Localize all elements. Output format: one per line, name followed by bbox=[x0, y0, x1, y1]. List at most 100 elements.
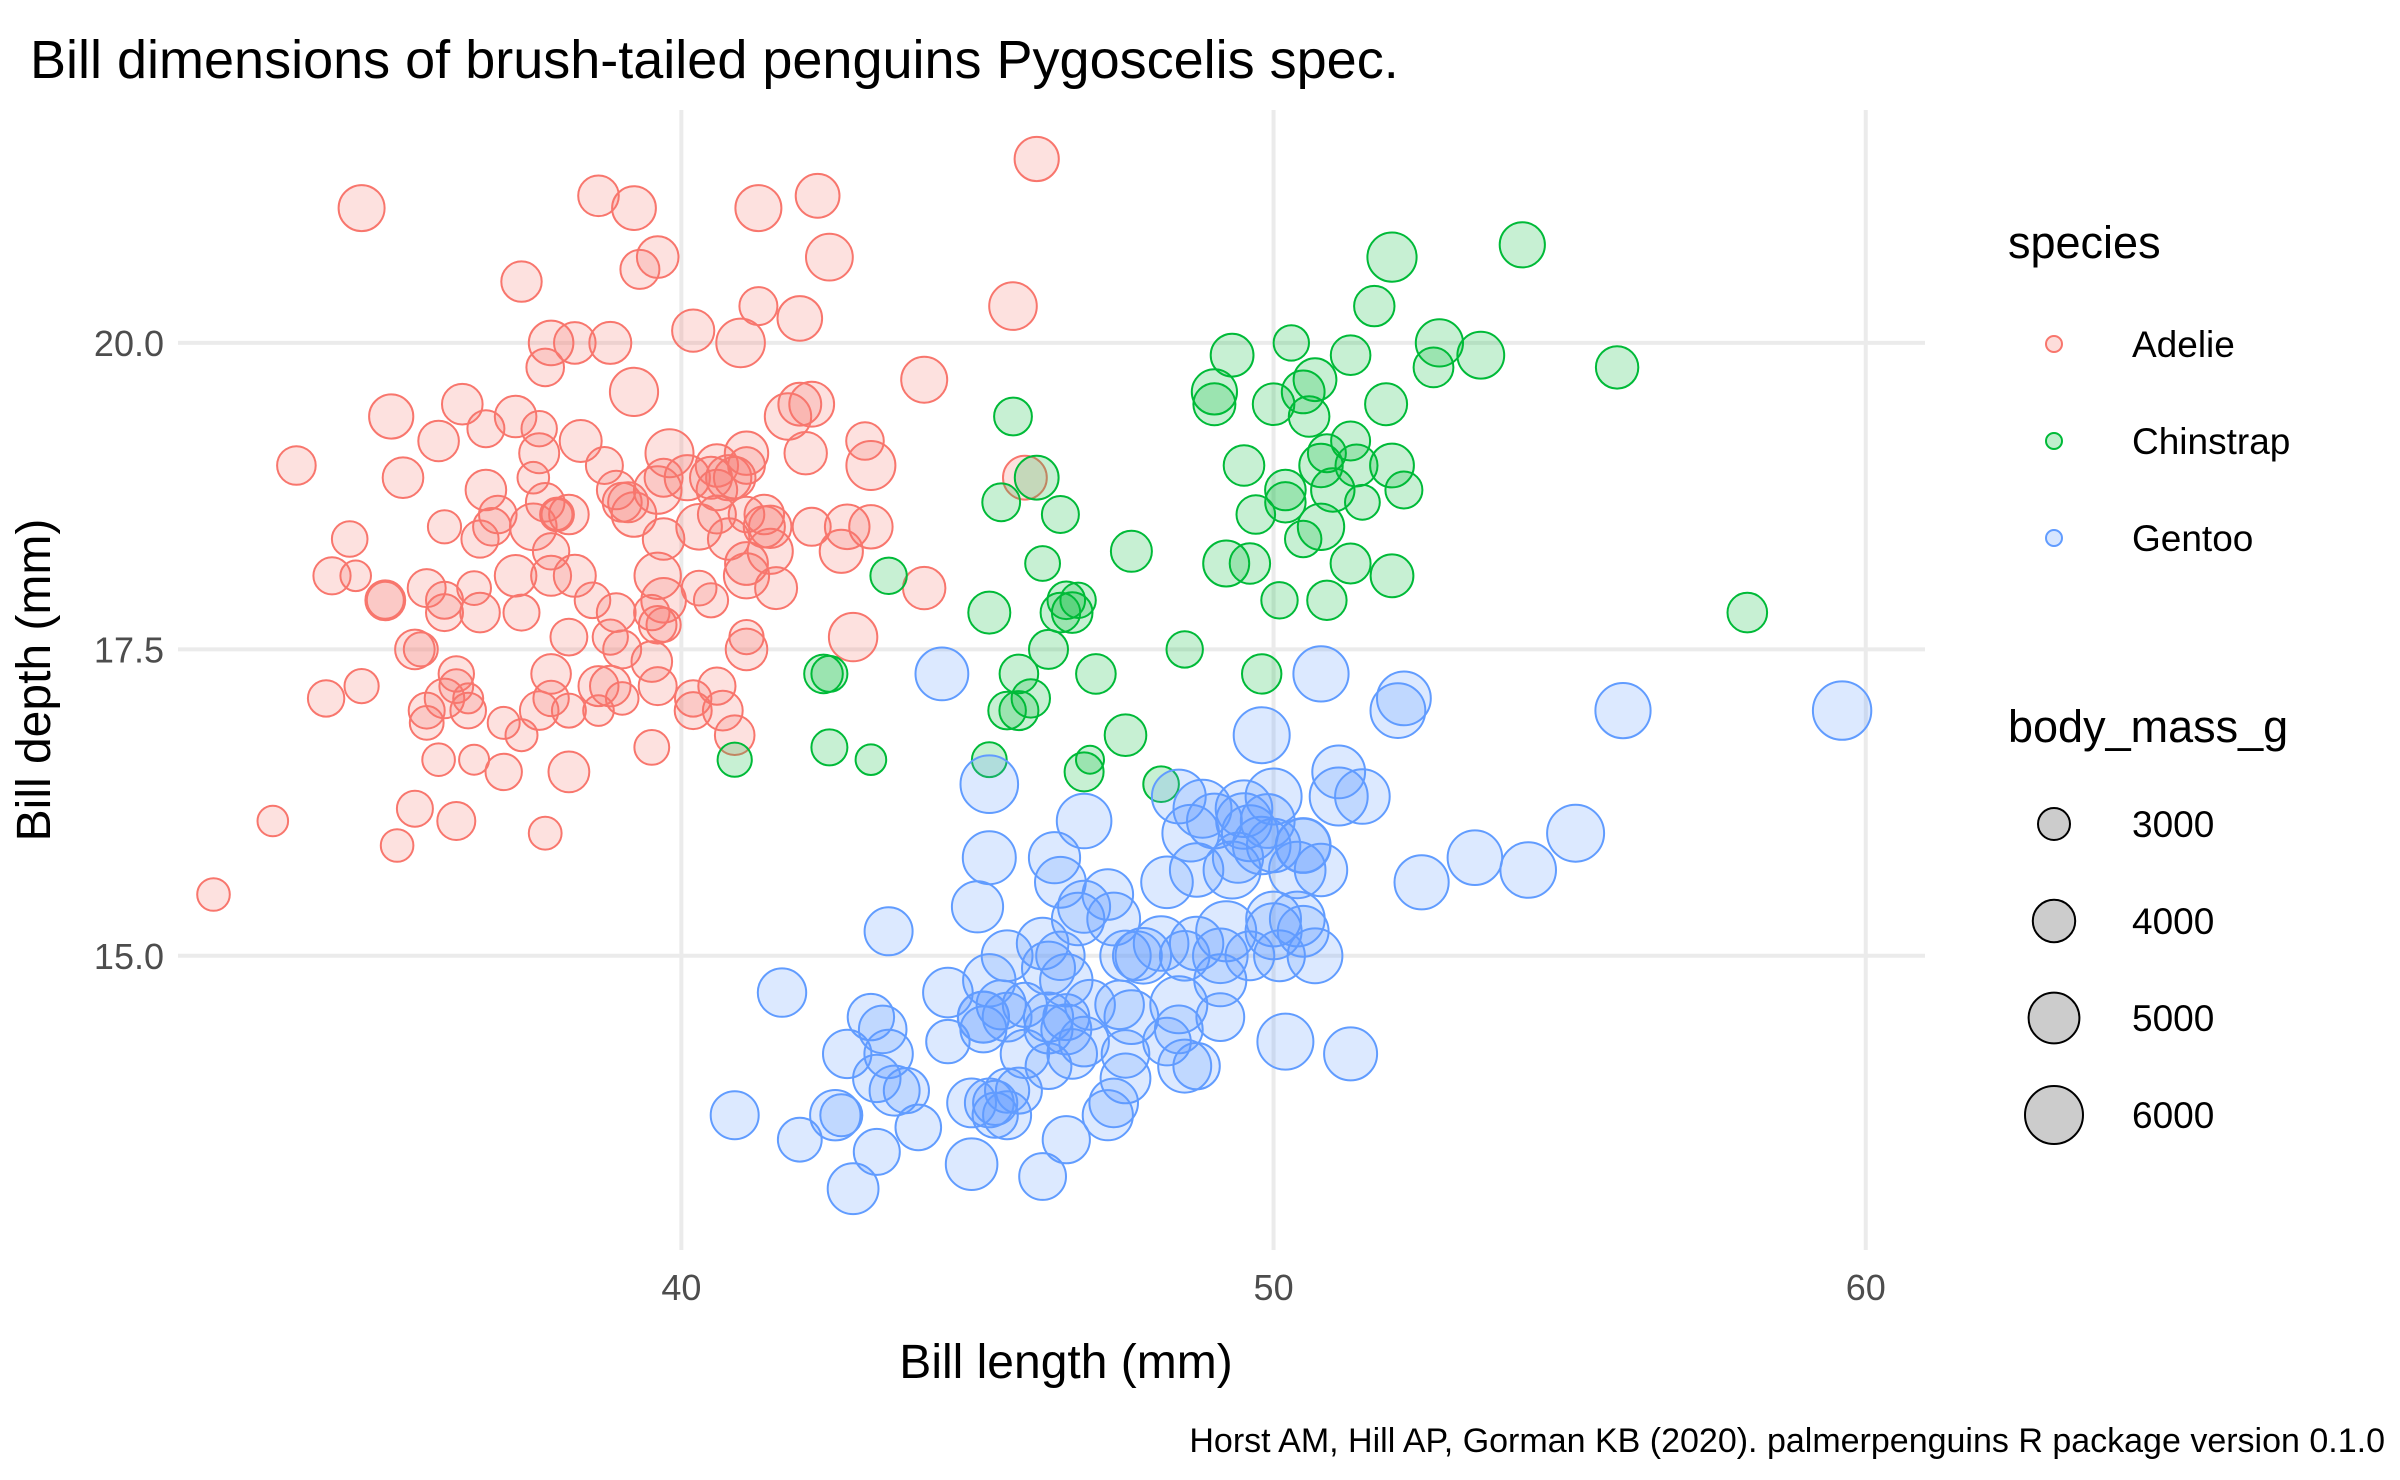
point-adelie bbox=[339, 559, 373, 593]
point-adelie bbox=[848, 504, 894, 550]
x-tick-label: 40 bbox=[661, 1267, 701, 1308]
point-adelie bbox=[701, 689, 744, 732]
point-adelie bbox=[827, 611, 879, 663]
point-gentoo bbox=[852, 1053, 902, 1104]
point-adelie bbox=[610, 491, 658, 538]
point-chinstrap bbox=[1251, 382, 1296, 427]
point-adelie bbox=[763, 392, 813, 441]
point-adelie bbox=[394, 628, 436, 671]
point-chinstrap bbox=[1594, 345, 1640, 390]
point-gentoo bbox=[914, 646, 970, 702]
point-gentoo bbox=[1172, 778, 1233, 839]
point-adelie bbox=[645, 606, 682, 643]
point-adelie bbox=[632, 465, 683, 515]
point-adelie bbox=[256, 804, 290, 838]
point-adelie bbox=[640, 577, 687, 624]
point-chinstrap bbox=[1369, 553, 1415, 599]
point-adelie bbox=[337, 184, 386, 233]
point-adelie bbox=[845, 421, 885, 461]
point-adelie bbox=[988, 281, 1038, 331]
point-adelie bbox=[436, 801, 477, 841]
point-gentoo bbox=[950, 880, 1005, 934]
point-adelie bbox=[520, 410, 558, 448]
y-tick-label: 17.5 bbox=[94, 629, 164, 670]
point-chinstrap bbox=[970, 741, 1008, 779]
point-adelie bbox=[502, 593, 541, 632]
point-chinstrap bbox=[1369, 442, 1415, 489]
point-adelie bbox=[484, 752, 523, 792]
point-chinstrap bbox=[1364, 382, 1409, 427]
point-adelie bbox=[724, 627, 769, 672]
point-adelie bbox=[644, 428, 695, 479]
legend-title-body-mass: body_mass_g bbox=[2008, 701, 2288, 752]
point-chinstrap bbox=[1040, 495, 1080, 534]
point-adelie bbox=[312, 556, 352, 596]
legend-size-label: 5000 bbox=[2132, 998, 2214, 1039]
point-adelie bbox=[591, 618, 629, 656]
point-gentoo bbox=[1041, 1115, 1091, 1165]
point-chinstrap bbox=[1329, 542, 1372, 585]
point-gentoo bbox=[1499, 841, 1557, 899]
point-gentoo bbox=[1081, 1089, 1134, 1142]
point-chinstrap bbox=[1334, 443, 1379, 488]
point-gentoo bbox=[826, 1162, 880, 1216]
point-chinstrap bbox=[981, 482, 1022, 523]
point-adelie bbox=[421, 742, 456, 778]
point-gentoo bbox=[1276, 904, 1330, 958]
point-gentoo bbox=[857, 1004, 908, 1055]
point-gentoo bbox=[1192, 927, 1249, 985]
point-adelie bbox=[530, 653, 572, 695]
y-tick-label: 20.0 bbox=[94, 323, 164, 364]
point-chinstrap bbox=[998, 653, 1040, 695]
point-adelie bbox=[723, 430, 770, 476]
point-adelie bbox=[407, 691, 446, 730]
point-chinstrap bbox=[1039, 591, 1082, 634]
point-gentoo bbox=[1055, 792, 1113, 850]
axis-ticks: 40 50 60 15.0 17.5 20.0 bbox=[94, 323, 1886, 1308]
point-adelie bbox=[550, 692, 587, 729]
point-adelie bbox=[516, 460, 551, 495]
point-adelie bbox=[527, 815, 563, 851]
point-adelie bbox=[748, 504, 793, 549]
point-gentoo bbox=[1244, 767, 1303, 826]
point-chinstrap bbox=[1209, 332, 1255, 378]
point-gentoo bbox=[946, 1077, 997, 1129]
point-chinstrap bbox=[1306, 579, 1348, 621]
point-chinstrap bbox=[1075, 653, 1117, 695]
point-gentoo bbox=[1023, 1004, 1074, 1055]
point-chinstrap bbox=[1202, 539, 1251, 588]
point-gentoo bbox=[1293, 842, 1349, 898]
point-adelie bbox=[818, 528, 864, 574]
legend-size-key bbox=[2037, 807, 2071, 841]
point-gentoo bbox=[925, 1018, 971, 1065]
point-chinstrap bbox=[1264, 481, 1307, 524]
point-chinstrap bbox=[854, 743, 888, 777]
point-gentoo bbox=[1211, 831, 1265, 884]
point-adelie bbox=[794, 172, 841, 219]
point-chinstrap bbox=[1310, 467, 1356, 513]
legend-size-key bbox=[2024, 1085, 2084, 1145]
point-chinstrap bbox=[1241, 653, 1283, 695]
point-gentoo bbox=[894, 1103, 943, 1152]
point-chinstrap bbox=[998, 690, 1040, 732]
point-gentoo bbox=[1334, 768, 1391, 825]
point-adelie bbox=[532, 679, 570, 718]
point-chinstrap bbox=[1726, 591, 1769, 634]
legend-size-label: 6000 bbox=[2132, 1095, 2214, 1136]
legend-size-key bbox=[2027, 991, 2081, 1045]
point-adelie bbox=[276, 445, 317, 486]
point-gentoo bbox=[756, 967, 808, 1018]
point-adelie bbox=[558, 419, 603, 463]
point-adelie bbox=[486, 705, 521, 740]
point-chinstrap bbox=[1063, 751, 1105, 793]
point-gentoo bbox=[776, 1116, 823, 1163]
point-gentoo bbox=[1446, 829, 1504, 887]
point-gentoo bbox=[981, 991, 1033, 1043]
point-gentoo bbox=[963, 1077, 1015, 1129]
point-gentoo bbox=[1140, 855, 1194, 910]
point-adelie bbox=[525, 347, 566, 388]
grid-lines bbox=[178, 110, 1925, 1250]
point-adelie bbox=[423, 677, 466, 720]
point-chinstrap bbox=[1498, 221, 1546, 269]
